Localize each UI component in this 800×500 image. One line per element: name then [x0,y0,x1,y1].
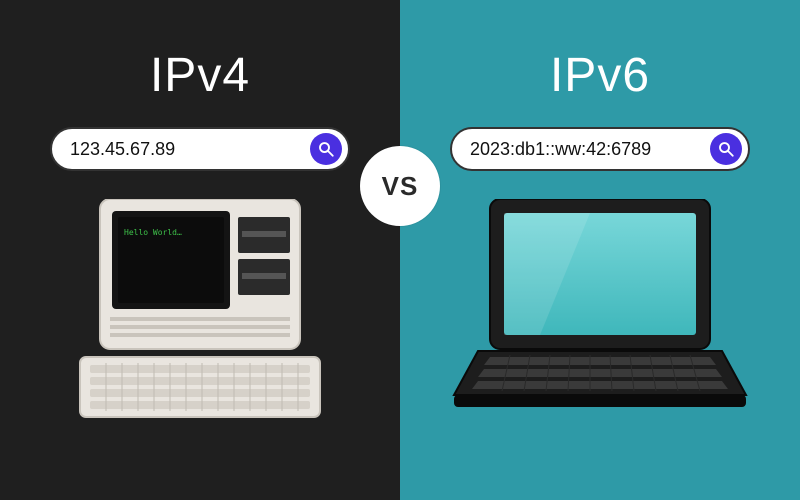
laptop-illustration [450,199,750,419]
right-title: IPv6 [550,48,650,103]
search-icon [310,133,342,165]
right-panel: IPv6 2023:db1::ww:42:6789 [400,0,800,500]
ipv4-address-text: 123.45.67.89 [70,139,310,160]
vs-label: VS [382,171,419,202]
left-title: IPv4 [150,48,250,103]
ipv6-address-text: 2023:db1::ww:42:6789 [470,139,710,160]
vs-badge: VS [360,146,440,226]
crt-text: Hello World… [124,228,182,237]
left-panel: IPv4 123.45.67.89 Hello World… [0,0,400,500]
retro-computer-illustration: Hello World… [70,199,330,429]
search-icon [710,133,742,165]
ipv4-address-pill: 123.45.67.89 [50,127,350,171]
ipv6-address-pill: 2023:db1::ww:42:6789 [450,127,750,171]
comparison-infographic: IPv4 123.45.67.89 Hello World… [0,0,800,500]
